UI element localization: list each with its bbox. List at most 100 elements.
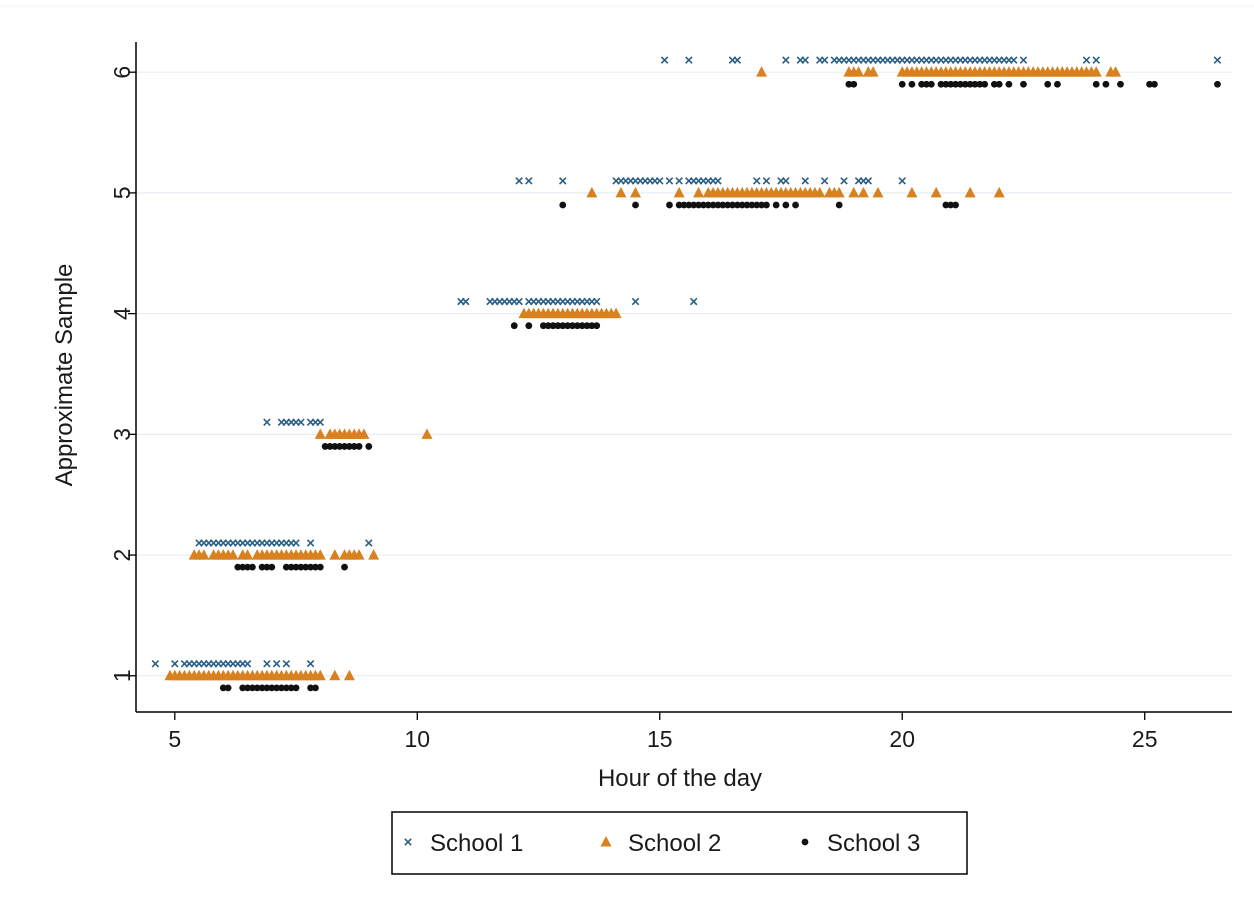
legend-label-3: School 3 — [827, 830, 920, 857]
data-point — [976, 80, 984, 88]
data-point — [753, 201, 761, 209]
data-point — [729, 201, 736, 209]
data-point — [853, 66, 865, 77]
data-point — [1214, 80, 1221, 88]
data-point — [864, 177, 873, 185]
data-point — [268, 684, 276, 692]
data-point — [758, 201, 765, 209]
data-point — [966, 80, 974, 88]
data-point — [1010, 56, 1018, 64]
series-1-points — [151, 56, 1222, 668]
data-point — [592, 297, 601, 306]
y-tick-label: 3 — [109, 428, 135, 441]
data-point — [539, 322, 547, 330]
data-point — [239, 684, 247, 692]
data-point — [350, 443, 358, 450]
data-point — [947, 80, 955, 88]
data-point — [307, 684, 314, 692]
data-point — [743, 201, 751, 209]
data-point — [1019, 56, 1028, 64]
grid-lines — [136, 71, 1232, 677]
x-tick-label: 5 — [168, 726, 181, 752]
data-points — [151, 56, 1222, 692]
data-point — [297, 418, 305, 427]
data-point — [733, 201, 741, 209]
data-point — [583, 322, 591, 330]
legend-marker-3 — [801, 838, 809, 846]
data-point — [1213, 56, 1222, 64]
data-point — [151, 659, 160, 668]
data-point — [263, 563, 271, 571]
data-point — [242, 549, 254, 560]
data-point — [850, 80, 858, 88]
data-point — [306, 659, 315, 668]
data-point — [666, 201, 673, 209]
data-point — [263, 659, 271, 668]
data-point — [630, 186, 642, 198]
data-point — [227, 549, 239, 560]
data-point — [689, 297, 698, 306]
data-point — [1082, 56, 1091, 64]
data-point — [554, 322, 562, 330]
data-point — [263, 684, 271, 692]
data-point — [685, 56, 693, 64]
data-point — [957, 80, 964, 88]
series-2-points — [164, 66, 1122, 681]
data-point — [906, 186, 918, 198]
data-point — [820, 177, 829, 185]
y-axis-title: Approximate Sample — [51, 264, 78, 487]
data-point — [292, 684, 300, 692]
data-point — [292, 563, 300, 571]
data-point — [690, 201, 698, 209]
data-point — [848, 186, 860, 198]
data-point — [1020, 80, 1027, 88]
legend: School 1 School 2 School 3 — [391, 811, 968, 875]
data-point — [544, 322, 552, 330]
data-point — [292, 539, 300, 547]
data-point — [1092, 80, 1100, 88]
data-point — [329, 549, 341, 560]
data-point — [573, 322, 581, 330]
data-point — [763, 201, 770, 209]
data-point — [1110, 66, 1122, 77]
data-point — [961, 80, 969, 88]
data-point — [525, 322, 533, 330]
data-point — [632, 201, 639, 209]
data-point — [695, 201, 702, 209]
data-point — [314, 428, 326, 439]
data-point — [724, 201, 732, 209]
data-point — [1151, 80, 1158, 88]
data-point — [421, 428, 433, 439]
data-point — [685, 201, 693, 209]
data-point — [1146, 80, 1153, 88]
x-axis-title: Hour of the day — [598, 765, 762, 792]
data-point — [655, 177, 664, 185]
data-point — [782, 177, 790, 185]
data-point — [748, 201, 756, 209]
data-point — [564, 322, 572, 330]
data-point — [833, 186, 845, 198]
data-point — [699, 201, 707, 209]
data-point — [947, 201, 955, 209]
data-point — [908, 80, 916, 88]
data-point — [569, 322, 576, 330]
y-tick-label: 1 — [109, 669, 135, 682]
data-point — [239, 563, 247, 571]
data-point — [326, 443, 334, 450]
data-point — [719, 201, 727, 209]
data-point — [297, 563, 305, 571]
data-point — [343, 669, 355, 681]
data-point — [937, 80, 945, 88]
data-point — [368, 549, 380, 560]
data-point — [952, 201, 959, 209]
data-point — [588, 322, 596, 330]
data-point — [930, 186, 942, 198]
data-point — [510, 322, 518, 330]
data-point — [814, 186, 826, 198]
data-point — [248, 684, 256, 692]
data-point — [248, 563, 256, 571]
data-point — [714, 177, 722, 185]
data-point — [268, 563, 276, 571]
data-point — [845, 80, 853, 88]
data-point — [462, 297, 470, 306]
